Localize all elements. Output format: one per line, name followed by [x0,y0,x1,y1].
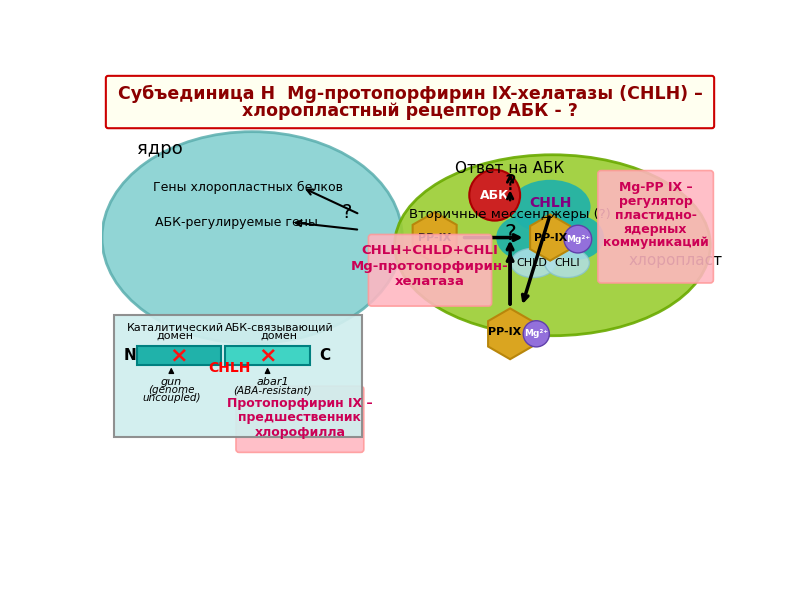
Text: ядро: ядро [137,140,182,158]
FancyBboxPatch shape [106,76,714,128]
Ellipse shape [510,180,590,233]
Text: uncoupled): uncoupled) [142,394,201,403]
Text: хлоропластный рецептор АБК - ?: хлоропластный рецептор АБК - ? [242,102,578,120]
Text: PP-IX: PP-IX [488,327,522,337]
Polygon shape [413,212,457,263]
Text: N: N [123,348,136,363]
Ellipse shape [549,215,604,260]
Text: (genome: (genome [148,385,194,395]
Text: abar1: abar1 [257,377,290,386]
Text: CHLI: CHLI [554,258,580,268]
Bar [137,346,222,365]
Bar [226,346,310,365]
Text: Mg²⁺: Mg²⁺ [524,329,548,338]
Text: Вторичные мессенджеры (?): Вторичные мессенджеры (?) [410,208,611,221]
Text: CHLH: CHLH [529,196,571,210]
Text: Гены хлоропластных белков: Гены хлоропластных белков [154,181,343,194]
Text: хлорофилла: хлорофилла [254,426,346,439]
Text: хелатаза: хелатаза [395,275,465,288]
Ellipse shape [496,215,552,260]
Text: Mg-протопорфирин-: Mg-протопорфирин- [351,260,509,272]
FancyBboxPatch shape [598,170,714,283]
Text: АБК: АБК [480,188,510,202]
Ellipse shape [511,248,555,278]
Circle shape [564,225,592,253]
Ellipse shape [102,131,402,343]
Text: ×: × [170,346,188,365]
Text: домен: домен [157,331,194,341]
Ellipse shape [545,248,590,278]
Polygon shape [530,214,570,260]
FancyBboxPatch shape [114,314,362,437]
Text: регулятор: регулятор [618,195,693,208]
Text: Субъединица Н  Mg-протопорфирин IX-хелатазы (CHLH) –: Субъединица Н Mg-протопорфирин IX-хелата… [118,85,702,103]
Text: CHLH+CHLD+CHLI: CHLH+CHLD+CHLI [362,244,498,257]
Text: ×: × [258,346,277,365]
Text: домен: домен [261,331,298,341]
Text: Ответ на АБК: Ответ на АБК [455,161,565,176]
FancyBboxPatch shape [369,235,492,306]
Text: ?: ? [342,203,352,221]
Text: ?: ? [504,224,516,244]
Text: C: C [320,348,331,363]
Text: Mg-PP IX –: Mg-PP IX – [619,181,693,194]
Text: CHLD: CHLD [516,258,547,268]
Text: ?: ? [504,173,516,194]
Text: коммуникаций: коммуникаций [602,236,709,250]
Text: PP-IX: PP-IX [418,233,451,242]
Text: Каталитический: Каталитический [126,323,224,332]
Text: gun: gun [161,377,182,386]
Text: (ABA-resistant): (ABA-resistant) [234,386,312,396]
Text: пластидно-: пластидно- [614,209,697,222]
Ellipse shape [394,155,710,336]
Text: CHLH: CHLH [208,361,250,374]
Text: АБК-связывающий: АБК-связывающий [225,323,334,332]
Text: АБК-регулируемые гены: АБК-регулируемые гены [155,215,318,229]
Circle shape [523,321,550,347]
Text: хлоропласт: хлоропласт [629,253,722,268]
Text: Протопорфирин IX –: Протопорфирин IX – [227,397,373,410]
Circle shape [470,170,520,221]
Text: Mg²⁺: Mg²⁺ [566,235,590,244]
Text: предшественник: предшественник [238,411,362,424]
Text: PP-IX: PP-IX [534,233,566,242]
Text: ядерных: ядерных [624,223,687,236]
FancyBboxPatch shape [236,386,364,452]
Polygon shape [488,308,532,359]
